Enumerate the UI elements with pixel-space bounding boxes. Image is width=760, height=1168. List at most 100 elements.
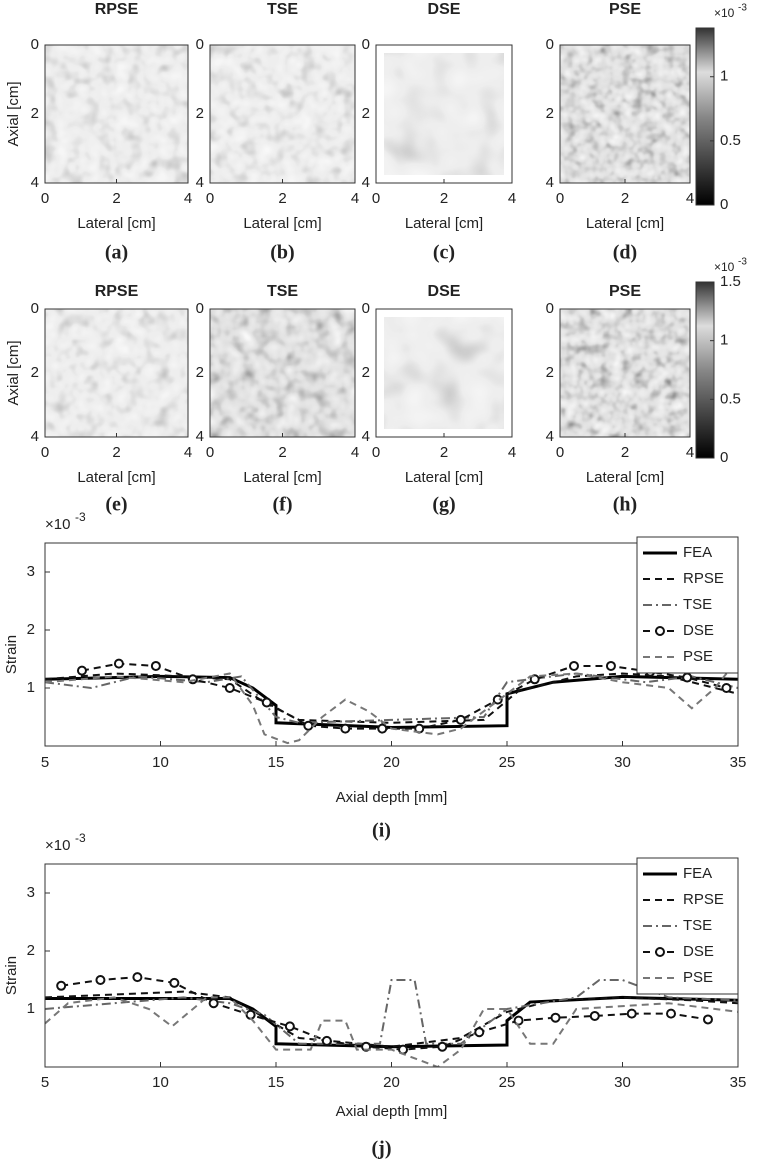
data-point [261,697,272,708]
series-line [45,996,738,1067]
panel-title: DSE [428,1,461,18]
data-point [284,1021,295,1032]
y-tick-label: 0 [196,300,204,317]
x-tick-label: 4 [351,190,359,207]
y-tick-label: 2 [31,364,39,381]
x-tick-label: 15 [268,754,285,771]
series-line [61,976,709,1051]
legend-label: DSE [683,943,714,960]
x-tick-label: 20 [383,754,400,771]
data-point [626,1008,637,1019]
x-tick-label: 4 [686,444,694,461]
x-tick-label: 30 [614,1074,631,1091]
y-tick-label: 4 [196,174,204,191]
series-line [45,990,738,1048]
exponent-power: -3 [75,510,86,524]
exponent-power: -3 [75,831,86,845]
data-point [150,660,161,671]
colorbar-tick-label: 1 [720,68,728,85]
strain-image [45,309,188,437]
data-point [169,977,180,988]
y-axis-label: Axial [cm] [5,81,22,146]
colorbar-exponent-power: -3 [738,3,747,14]
legend-label: FEA [683,544,712,561]
x-axis-label: Lateral [cm] [243,215,321,232]
y-tick-label: 0 [546,300,554,317]
panel-caption: (f) [273,494,293,516]
panel-caption: (h) [613,494,637,516]
plot-area [45,543,738,746]
data-point [224,683,235,693]
x-axis-label: Axial depth [mm] [336,789,448,806]
data-point [208,998,219,1009]
colorbar-tick-label: 0 [720,449,728,466]
legend-label: PSE [683,969,713,986]
x-tick-label: 20 [383,1074,400,1091]
panel-title: RPSE [95,1,139,18]
data-point [666,1008,677,1019]
y-tick-label: 0 [546,36,554,53]
strain-image [45,45,188,183]
y-tick-label: 2 [546,105,554,122]
x-axis-label: Lateral [cm] [405,469,483,486]
legend-label: DSE [683,622,714,639]
panel-caption: (g) [432,494,455,516]
x-tick-label: 4 [508,444,516,461]
strain-image [560,45,690,183]
x-tick-label: 5 [41,754,49,771]
legend-box [636,536,739,674]
legend-marker [655,626,665,636]
legend-box [636,857,739,995]
data-point [474,1027,485,1038]
data-point [132,972,143,983]
data-point [589,1010,600,1021]
data-point [56,980,67,991]
data-point [95,975,106,985]
y-tick-label: 2 [27,942,35,959]
y-tick-label: 2 [362,364,370,381]
panel-title: TSE [267,1,298,18]
legend-label: TSE [683,596,712,613]
y-tick-label: 4 [362,174,370,191]
x-tick-label: 10 [152,754,169,771]
y-tick-label: 2 [196,105,204,122]
y-tick-label: 2 [362,105,370,122]
x-tick-label: 4 [184,444,192,461]
y-tick-label: 0 [362,300,370,317]
series-line [45,672,738,724]
data-point [682,672,693,683]
x-axis-label: Lateral [cm] [586,215,664,232]
colorbar-exponent: ×10 [714,6,735,20]
panel-title: TSE [267,283,298,300]
exponent: ×10 [45,837,70,854]
series-line [45,658,738,745]
data-point [303,720,314,731]
panel-caption: (d) [613,242,637,264]
y-tick-label: 2 [546,364,554,381]
x-tick-label: 0 [372,190,380,207]
data-point [702,1014,713,1025]
strain-image [210,309,355,437]
y-tick-label: 3 [27,884,35,901]
plot-area [45,864,738,1067]
legend-label: TSE [683,917,712,934]
x-tick-label: 4 [184,190,192,207]
data-point [76,665,87,676]
x-tick-label: 2 [440,190,448,207]
x-tick-label: 0 [41,190,49,207]
y-tick-label: 4 [31,428,39,445]
x-tick-label: 2 [112,444,120,461]
x-axis-label: Lateral [cm] [77,215,155,232]
x-tick-label: 0 [206,444,214,461]
data-point [550,1012,561,1023]
colorbar-tick-label: 0.5 [720,132,741,149]
colorbar-tick-label: 0 [720,196,728,213]
data-point [455,714,466,725]
panel-caption: (e) [105,494,127,516]
x-axis-label: Lateral [cm] [77,469,155,486]
x-tick-label: 15 [268,1074,285,1091]
y-axis-label: Strain [3,635,20,674]
series-line [45,979,738,1045]
exponent: ×10 [45,516,70,533]
chart-caption: (j) [372,1138,392,1160]
